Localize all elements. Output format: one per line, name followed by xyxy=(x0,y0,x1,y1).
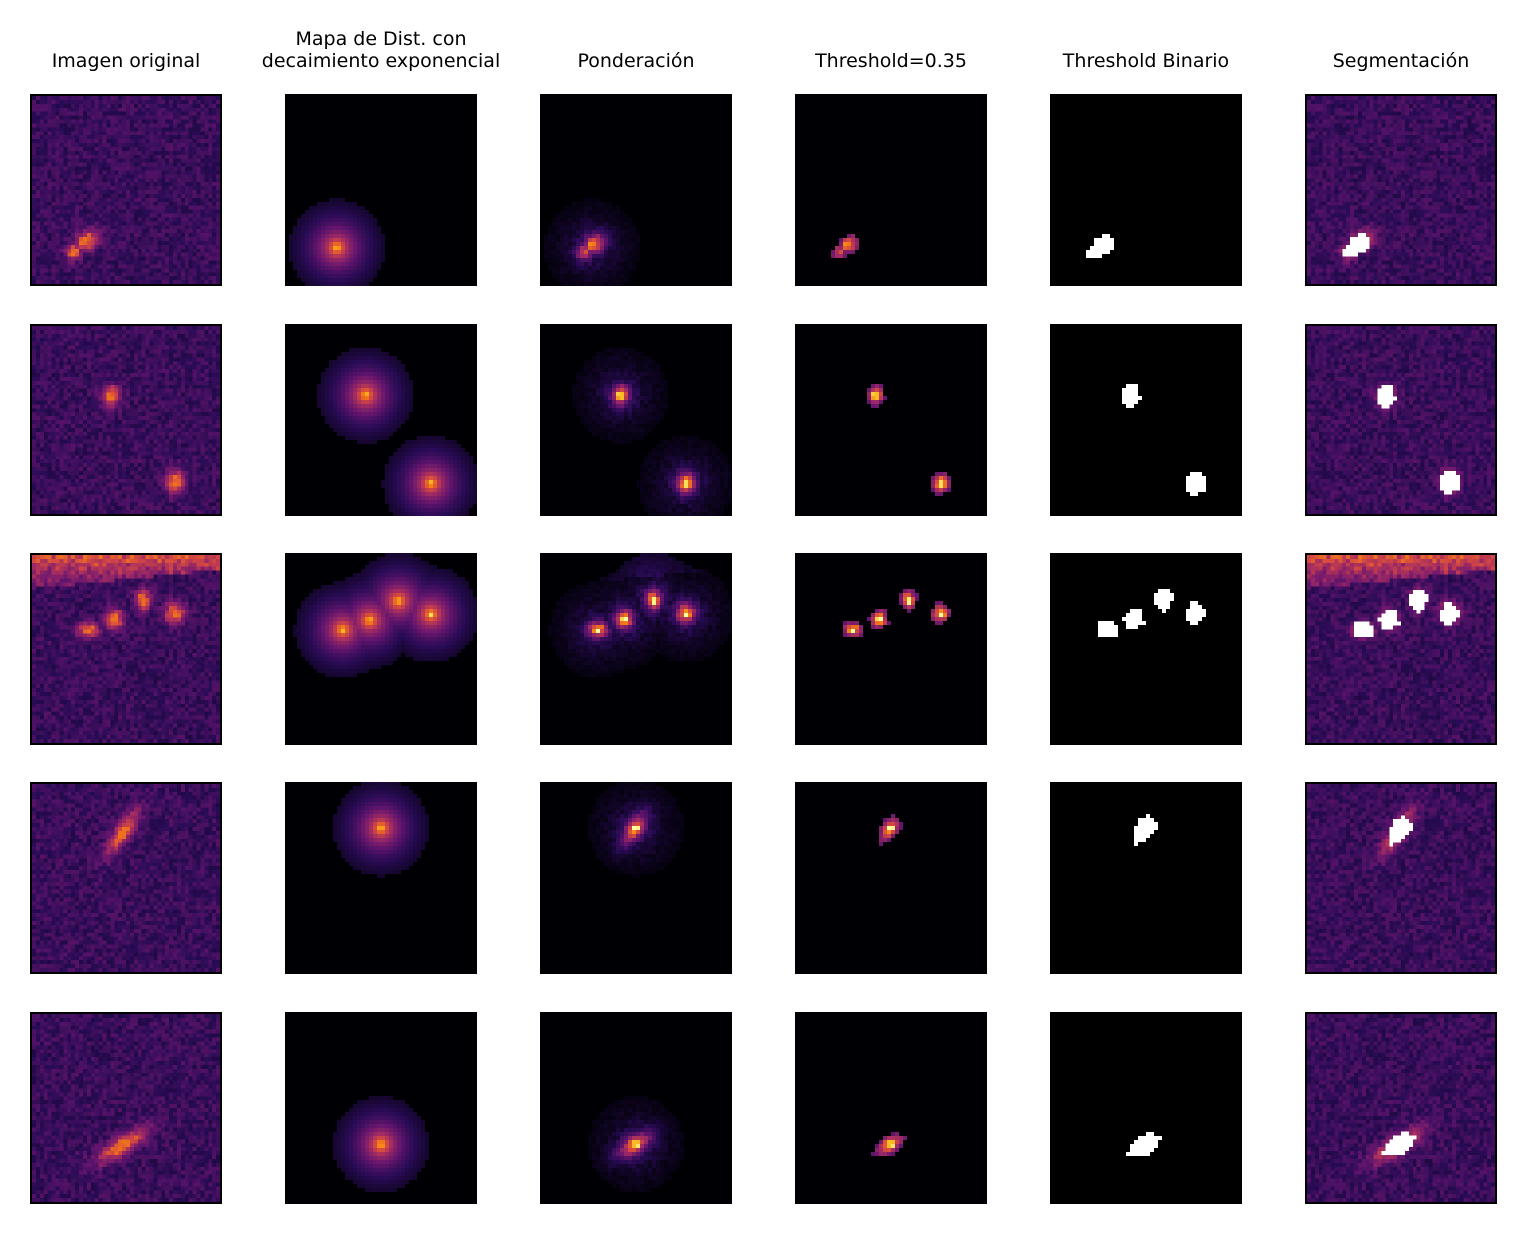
panel-weighting-row-4 xyxy=(540,782,732,974)
panel-weighting-row-5 xyxy=(540,1012,732,1204)
title-threshold: Threshold=0.35 xyxy=(815,50,967,72)
panel-binary-threshold-row-2 xyxy=(1050,324,1242,516)
panel-segmentation-row-1 xyxy=(1305,94,1497,286)
title-distance-map-text: Mapa de Dist. con decaimiento exponencia… xyxy=(261,28,501,72)
panel-threshold-row-1 xyxy=(795,94,987,286)
panel-binary-threshold-row-3 xyxy=(1050,553,1242,745)
panel-weighting-row-1 xyxy=(540,94,732,286)
panel-distance-map-row-5 xyxy=(285,1012,477,1204)
panel-original-row-5 xyxy=(30,1012,222,1204)
panel-threshold-row-2 xyxy=(795,324,987,516)
panel-threshold-row-4 xyxy=(795,782,987,974)
panel-threshold-row-3 xyxy=(795,553,987,745)
panel-segmentation-row-5 xyxy=(1305,1012,1497,1204)
panel-distance-map-row-2 xyxy=(285,324,477,516)
title-binary-threshold: Threshold Binario xyxy=(1062,50,1230,72)
panel-weighting-row-2 xyxy=(540,324,732,516)
title-segmentation: Segmentación xyxy=(1332,50,1470,72)
panel-binary-threshold-row-1 xyxy=(1050,94,1242,286)
panel-binary-threshold-row-4 xyxy=(1050,782,1242,974)
panel-threshold-row-5 xyxy=(795,1012,987,1204)
panel-segmentation-row-2 xyxy=(1305,324,1497,516)
title-weighting: Ponderación xyxy=(577,50,695,72)
title-original: Imagen original xyxy=(51,50,201,72)
panel-original-row-3 xyxy=(30,553,222,745)
panel-distance-map-row-1 xyxy=(285,94,477,286)
panel-binary-threshold-row-5 xyxy=(1050,1012,1242,1204)
panel-distance-map-row-3 xyxy=(285,553,477,745)
panel-segmentation-row-3 xyxy=(1305,553,1497,745)
panel-original-row-1 xyxy=(30,94,222,286)
panel-weighting-row-3 xyxy=(540,553,732,745)
panel-original-row-2 xyxy=(30,324,222,516)
panel-distance-map-row-4 xyxy=(285,782,477,974)
panel-segmentation-row-4 xyxy=(1305,782,1497,974)
title-distance-map: Mapa de Dist. con decaimiento exponencia… xyxy=(231,28,531,72)
panel-original-row-4 xyxy=(30,782,222,974)
